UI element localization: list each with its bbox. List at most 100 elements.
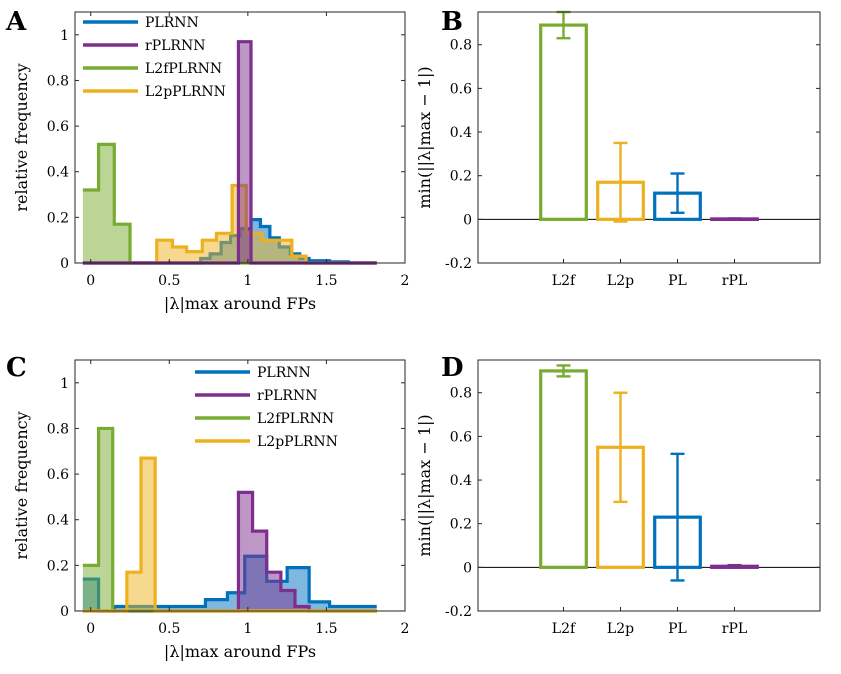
hist-fill-PLRNN (82, 556, 377, 611)
series-rPLRNN (82, 490, 377, 613)
x-tick-label: 2 (401, 273, 410, 289)
bar-L2f (539, 369, 588, 569)
legend-label: L2fPLRNN (257, 411, 334, 427)
y-tick-label: 0.4 (47, 513, 69, 529)
x-tick-label: L2p (607, 273, 634, 289)
y-axis-label: relative frequency (12, 411, 31, 559)
x-tick-label: rPL (722, 621, 747, 637)
hist-bin (262, 240, 276, 263)
hist-bin (205, 600, 227, 611)
y-tick-label: 0.8 (450, 38, 472, 54)
hist-bin (276, 240, 292, 263)
axes-box (74, 359, 406, 612)
y-tick-label: 0.6 (450, 81, 472, 97)
x-tick-label: PL (668, 273, 687, 289)
x-tick-label: 0.5 (158, 273, 180, 289)
hist-bin (141, 458, 155, 611)
legend-label: L2pPLRNN (145, 84, 226, 100)
x-tick-label: 2 (401, 621, 410, 637)
y-tick-label: 0 (463, 560, 472, 576)
y-tick-label: 1 (60, 376, 69, 392)
hist-bin (253, 531, 267, 611)
y-tick-label: -0.2 (445, 604, 472, 620)
hist-outline-L2fPLRNN (82, 142, 377, 265)
hist-outline-L2pPLRNN (82, 183, 377, 265)
y-tick-label: 0 (60, 604, 69, 620)
x-tick-label: 1.5 (315, 621, 337, 637)
y-tick-label: 0.2 (450, 517, 472, 533)
x-tick-label: L2p (607, 621, 634, 637)
axes-box (477, 359, 821, 612)
axes-box (477, 11, 821, 264)
y-tick-label: 0.2 (450, 169, 472, 185)
x-tick-label: 1 (243, 621, 252, 637)
y-tick-label: 0.6 (47, 119, 69, 135)
legend-label: rPLRNN (257, 388, 317, 404)
x-tick-label: 0 (86, 273, 95, 289)
x-tick-label: 0.5 (158, 621, 180, 637)
y-tick-label: 0 (60, 256, 69, 272)
hist-bin (238, 492, 252, 611)
y-axis-label: min(||λ|max − 1|) (415, 66, 434, 208)
legend-label: rPLRNN (145, 38, 205, 54)
x-tick-label: 1.5 (315, 273, 337, 289)
axes-box (74, 11, 406, 264)
x-tick-label: L2f (552, 621, 577, 637)
y-tick-label: 0.4 (47, 165, 69, 181)
x-tick-label: PL (668, 621, 687, 637)
hist-bin (83, 565, 99, 611)
hist-bin (202, 240, 216, 263)
panel-letter: B (441, 7, 463, 37)
series-L2fPLRNN (82, 142, 377, 265)
legend-label: PLRNN (145, 15, 199, 31)
bar-L2f (539, 23, 588, 221)
y-tick-label: 0.2 (47, 558, 69, 574)
y-tick-label: 0.8 (47, 73, 69, 89)
hist-bin (238, 42, 251, 263)
hist-bin (99, 428, 113, 611)
panel-letter: D (441, 353, 464, 383)
y-axis-label: min(||λ|max − 1|) (415, 414, 434, 556)
hist-bin (157, 240, 173, 263)
hist-bin (172, 247, 186, 263)
hist-bin (99, 144, 115, 263)
hist-fill-L2pPLRNN (82, 185, 377, 263)
panel-a: A 0 0.5 1 1.5 2 0 0.2 0.4 0.6 0.8 1 |λ|max around FP… (5, 7, 409, 313)
x-tick-label: 0 (86, 621, 95, 637)
hist-bin (83, 190, 99, 263)
x-tick-label: rPL (722, 273, 747, 289)
hist-bin (114, 224, 130, 263)
y-tick-label: 0 (463, 212, 472, 228)
y-tick-label: 1 (60, 28, 69, 44)
legend-label: L2fPLRNN (145, 61, 222, 77)
panel-c: C 0 0.5 1 1.5 2 0 0.2 0.4 0.6 0.8 1 |λ|max around FP… (6, 353, 409, 661)
legend-label: L2pPLRNN (257, 434, 338, 450)
y-tick-label: 0.6 (47, 467, 69, 483)
hist-bin (281, 590, 295, 611)
hist-bin (216, 233, 232, 263)
legend: PLRNN rPLRNN L2fPLRNN L2pPLRNN (83, 15, 226, 100)
panel-b: B L2f L2p PL rPL -0.2 0 0.2 0.4 0.6 0.8 min(||λ|max… (415, 7, 821, 289)
hist-fill-L2fPLRNN (82, 144, 377, 263)
y-tick-label: 0.4 (450, 125, 472, 141)
panel-letter: C (6, 353, 27, 383)
panel-d: D L2f L2p PL rPL -0.2 0 0.2 0.4 0.6 0.8 min(||λ|max… (415, 353, 821, 637)
y-tick-label: 0.8 (450, 386, 472, 402)
hist-bin (127, 572, 141, 611)
y-axis-label: relative frequency (12, 63, 31, 211)
legend-label: PLRNN (257, 365, 311, 381)
panel-letter: A (5, 7, 27, 37)
y-tick-label: 0.6 (450, 429, 472, 445)
x-axis-label: |λ|max around FPs (164, 642, 316, 661)
x-tick-label: L2f (552, 273, 577, 289)
x-tick-label: 1 (243, 273, 252, 289)
y-tick-label: 0.4 (450, 473, 472, 489)
series-L2pPLRNN (82, 183, 377, 265)
hist-outline-rPLRNN (82, 490, 377, 613)
x-axis-label: |λ|max around FPs (164, 294, 316, 313)
y-tick-label: 0.2 (47, 210, 69, 226)
series-L2pPLRNN (82, 456, 377, 613)
y-tick-label: -0.2 (445, 256, 472, 272)
legend: PLRNN rPLRNN L2fPLRNN L2pPLRNN (195, 365, 338, 450)
hist-bin (267, 572, 281, 611)
